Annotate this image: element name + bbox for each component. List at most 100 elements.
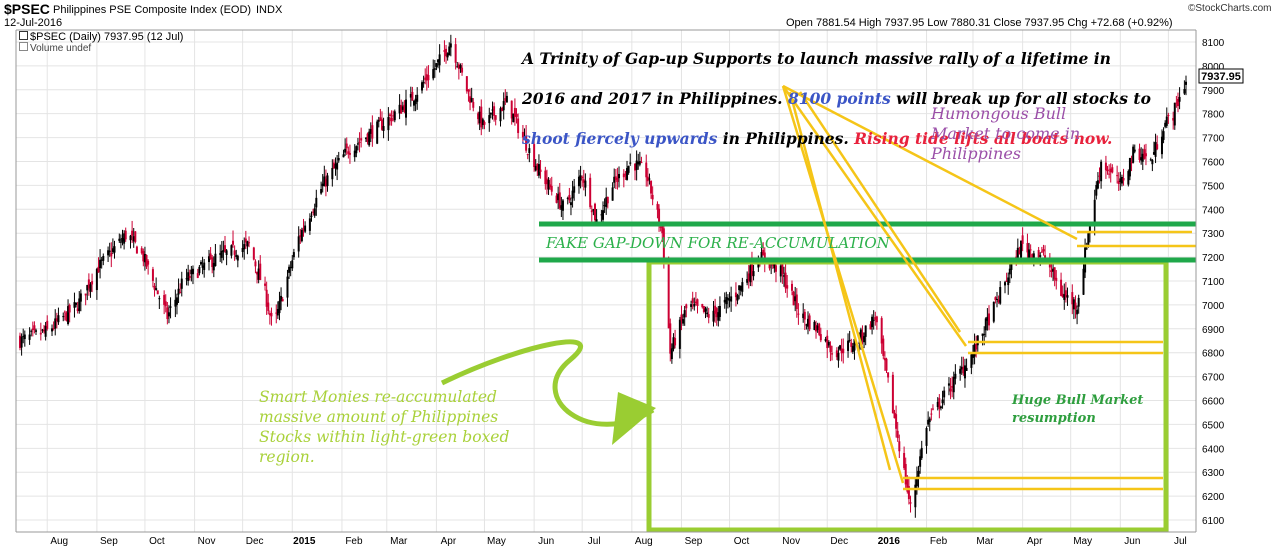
candle-body — [366, 133, 369, 142]
candle — [872, 310, 875, 330]
candle — [288, 264, 291, 279]
candle — [786, 274, 789, 298]
candle-body — [573, 186, 576, 193]
candle — [513, 98, 516, 126]
candle — [132, 227, 135, 248]
candle — [1040, 246, 1043, 253]
candle — [1132, 144, 1135, 164]
candle-body — [1004, 282, 1007, 286]
humongous-annotation: Humongous Bull Market to come in Philipp… — [931, 104, 1081, 163]
candle — [736, 293, 739, 305]
candle — [667, 256, 670, 329]
candle-body — [1149, 159, 1152, 161]
candle — [920, 440, 923, 460]
candle-body — [545, 178, 548, 185]
candle-body — [898, 441, 901, 452]
candle-body — [177, 288, 180, 295]
candle — [726, 294, 729, 309]
candle — [185, 268, 188, 286]
candle — [782, 266, 785, 287]
candle — [986, 308, 989, 331]
candle-body — [786, 285, 789, 289]
candle-body — [571, 190, 574, 199]
fake-gap-annotation: FAKE GAP-DOWN FOR RE-ACCUMULATION — [546, 234, 890, 252]
y-tick-label: 7600 — [1202, 157, 1225, 168]
candle — [236, 254, 239, 268]
candle-body — [68, 304, 71, 313]
candle-body — [494, 115, 497, 120]
candle-body — [738, 285, 741, 291]
candle-body — [839, 345, 842, 350]
candle-body — [91, 281, 94, 285]
candle-body — [211, 257, 214, 268]
candlesticks — [19, 34, 1187, 518]
candle — [768, 264, 771, 271]
candle — [605, 187, 608, 215]
candle — [875, 315, 878, 330]
x-tick-label: Apr — [1027, 536, 1043, 547]
candle — [433, 59, 436, 78]
candle — [334, 157, 337, 176]
candle-body — [920, 447, 923, 459]
candle-body — [1183, 89, 1186, 94]
candle-body — [478, 111, 481, 124]
candle-body — [674, 338, 677, 346]
candle — [981, 333, 984, 346]
x-tick-label: Mar — [390, 536, 408, 547]
y-tick-label: 6500 — [1202, 420, 1225, 431]
candle — [65, 311, 68, 322]
candle-body — [198, 266, 201, 274]
candle-body — [603, 205, 606, 207]
candle-body — [433, 68, 436, 70]
candle-body — [345, 143, 348, 149]
candle-body — [726, 297, 729, 300]
candle-body — [243, 244, 246, 250]
candle-body — [387, 117, 390, 131]
candle-body — [30, 330, 33, 332]
candle — [1144, 143, 1147, 166]
candle — [63, 310, 66, 321]
candle — [715, 307, 718, 326]
candle — [898, 434, 901, 458]
candle-body — [1063, 294, 1066, 300]
candle — [571, 180, 574, 208]
candle-body — [650, 180, 653, 194]
candle-body — [1093, 199, 1096, 226]
candle — [714, 298, 717, 323]
candle — [645, 154, 648, 187]
candle-body — [1077, 297, 1080, 307]
candle — [512, 113, 515, 123]
candle-body — [23, 334, 26, 340]
candle-body — [534, 165, 537, 171]
candle-body — [467, 89, 470, 92]
candle-body — [87, 279, 90, 289]
candle-body — [1087, 233, 1090, 246]
candle-body — [550, 185, 553, 192]
candle-body — [528, 148, 531, 154]
candle — [573, 178, 576, 201]
candle-body — [111, 248, 114, 252]
candle-body — [132, 236, 135, 242]
candle — [446, 52, 449, 61]
candle — [86, 284, 89, 301]
candle-body — [864, 325, 867, 337]
candle-body — [1096, 180, 1099, 189]
candle — [725, 291, 728, 314]
candle-body — [928, 418, 931, 423]
candle-body — [31, 328, 34, 331]
candle — [1128, 157, 1131, 181]
x-tick-label: Feb — [345, 536, 363, 547]
candle-body — [624, 174, 627, 176]
stockcharts-brand[interactable]: ©StockCharts.com — [1188, 3, 1272, 14]
candle-body — [1120, 176, 1123, 184]
candle — [1149, 157, 1152, 162]
candle-body — [996, 299, 999, 301]
candle-body — [658, 208, 661, 225]
candle — [803, 308, 806, 331]
candle-body — [180, 278, 183, 289]
candle — [465, 76, 468, 94]
candle-body — [252, 247, 255, 260]
candle-body — [680, 314, 683, 321]
candle-body — [915, 476, 918, 487]
